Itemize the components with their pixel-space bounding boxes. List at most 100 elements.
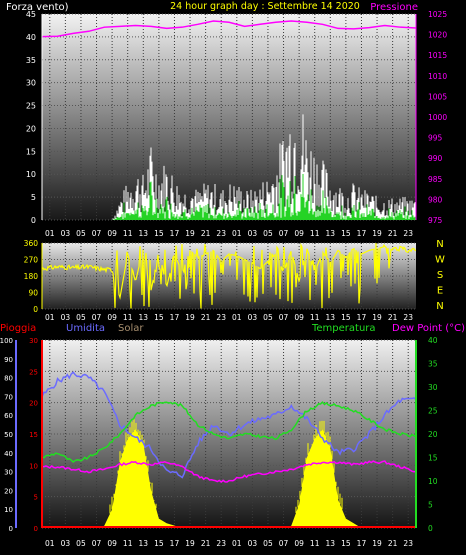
x-tick-label: 17 <box>170 229 180 238</box>
x-tick-label: 17 <box>170 313 180 322</box>
x-tick-label: 15 <box>341 229 351 238</box>
pressure-tick-label: 980 <box>428 195 443 204</box>
temperature-tick-label: 40 <box>428 336 438 345</box>
x-tick-label: 11 <box>123 539 133 548</box>
temperature-tick-label: 15 <box>428 454 438 463</box>
wind-tick-label: 40 <box>26 33 36 42</box>
x-tick-label: 01 <box>45 539 55 548</box>
pressure-tick-label: 985 <box>428 175 443 184</box>
x-tick-label: 07 <box>279 313 289 322</box>
x-tick-label: 09 <box>107 539 117 548</box>
direction-tick-label: 180 <box>24 272 39 281</box>
wind-tick-label: 25 <box>26 102 36 111</box>
x-tick-label: 23 <box>216 313 226 322</box>
pressure-tick-label: 1020 <box>428 31 447 40</box>
x-tick-label: 13 <box>326 313 336 322</box>
temperature-tick-label: 20 <box>428 430 438 439</box>
x-tick-label: 23 <box>403 313 413 322</box>
compass-label: W <box>435 255 445 266</box>
wind-tick-label: 45 <box>26 10 36 19</box>
x-tick-label: 11 <box>310 313 320 322</box>
x-tick-label: 01 <box>232 229 242 238</box>
humidity-label: Umidita <box>66 323 105 334</box>
x-axis-labels: 01 01 01 03 03 03 05 05 05 07 07 07 09 09 09 11 11 11 13 13… <box>45 229 413 548</box>
x-tick-label: 21 <box>388 229 398 238</box>
x-tick-label: 09 <box>294 539 304 548</box>
x-tick-label: 17 <box>357 539 367 548</box>
x-tick-label: 03 <box>248 313 258 322</box>
x-tick-label: 23 <box>403 539 413 548</box>
rain-tick-label: 20 <box>29 400 38 408</box>
compass-label: E <box>437 286 443 297</box>
pressure-tick-label: 990 <box>428 154 443 163</box>
wind-tick-label: 5 <box>31 193 36 202</box>
rain-tick-label: 10 <box>29 462 38 470</box>
x-tick-label: 03 <box>61 539 71 548</box>
pressure-tick-label: 995 <box>428 134 443 143</box>
rain-axis: 0 5 10 15 20 25 30 <box>29 337 43 533</box>
x-tick-label: 09 <box>107 229 117 238</box>
x-tick-label: 11 <box>123 313 133 322</box>
wind-speed-title: Forza vento) <box>6 2 69 13</box>
x-tick-label: 03 <box>248 539 258 548</box>
wind-tick-label: 30 <box>26 79 36 88</box>
temperature-tick-label: 30 <box>428 383 438 392</box>
humidity-tick-label: 60 <box>4 412 13 420</box>
x-tick-label: 15 <box>154 539 164 548</box>
temperature-tick-label: 35 <box>428 360 438 369</box>
rain-tick-label: 25 <box>29 368 38 376</box>
x-tick-label: 07 <box>92 539 102 548</box>
weather-panel-marks <box>41 371 417 528</box>
direction-tick-label: 270 <box>24 256 39 265</box>
humidity-tick-label: 10 <box>4 506 13 514</box>
wind-panel-marks <box>41 20 417 220</box>
humidity-axis: 0 10 20 30 40 50 60 70 80 90 100 <box>0 337 17 533</box>
x-tick-label: 01 <box>232 313 242 322</box>
wind-speed-axis: 0 5 10 15 20 25 30 35 40 45 <box>26 10 43 225</box>
wind-tick-label: 10 <box>26 170 36 179</box>
pressure-line <box>41 20 417 38</box>
x-tick-label: 09 <box>294 229 304 238</box>
x-tick-label: 11 <box>310 229 320 238</box>
x-tick-label: 07 <box>92 229 102 238</box>
wind-tick-label: 20 <box>26 124 36 133</box>
rain-tick-label: 30 <box>29 337 38 345</box>
pressure-tick-label: 1010 <box>428 72 447 81</box>
x-tick-label: 21 <box>388 539 398 548</box>
pressure-tick-label: 1025 <box>428 10 447 19</box>
compass-label: N <box>436 301 443 312</box>
x-tick-label: 19 <box>372 539 382 548</box>
x-tick-label: 17 <box>170 539 180 548</box>
x-tick-label: 19 <box>185 313 195 322</box>
dewpoint-label: Dew Point (°C) <box>392 323 465 334</box>
humidity-tick-label: 40 <box>4 450 13 458</box>
rain-label: Pioggia <box>0 323 36 334</box>
temperature-tick-label: 10 <box>428 477 438 486</box>
humidity-tick-label: 80 <box>4 375 13 383</box>
x-tick-label: 19 <box>372 229 382 238</box>
pressure-tick-label: 1000 <box>428 113 447 122</box>
temperature-tick-label: 0 <box>428 524 433 533</box>
rain-tick-label: 5 <box>34 494 38 502</box>
x-tick-label: 11 <box>310 539 320 548</box>
humidity-tick-label: 90 <box>4 356 13 364</box>
x-tick-label: 01 <box>232 539 242 548</box>
x-tick-label: 23 <box>216 539 226 548</box>
x-tick-label: 23 <box>403 229 413 238</box>
wind-tick-label: 0 <box>31 216 36 225</box>
x-tick-label: 21 <box>201 313 211 322</box>
direction-axis: 0 90 180 270 360 <box>24 239 43 314</box>
rain-tick-label: 0 <box>34 525 38 533</box>
x-tick-label: 13 <box>139 313 149 322</box>
x-tick-label: 05 <box>263 539 273 548</box>
pressure-tick-label: 1015 <box>428 51 447 60</box>
x-tick-label: 09 <box>294 313 304 322</box>
temperature-tick-label: 5 <box>428 501 433 510</box>
pressure-title: Pressione <box>370 2 418 13</box>
wind-panel-background <box>42 14 416 220</box>
x-tick-label: 17 <box>357 313 367 322</box>
pressure-tick-label: 975 <box>428 216 443 225</box>
temperature-tick-label: 25 <box>428 407 438 416</box>
pressure-tick-label: 1005 <box>428 92 447 101</box>
x-tick-label: 05 <box>76 313 86 322</box>
